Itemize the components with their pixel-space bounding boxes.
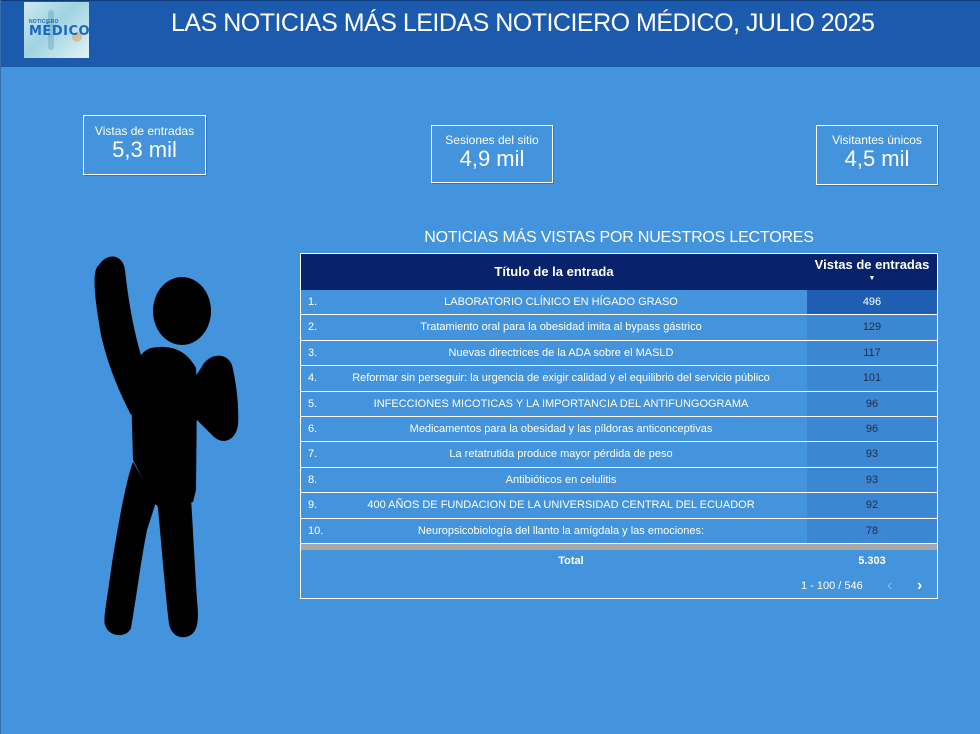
table-row[interactable]: 5. INFECCIONES MICOTICAS Y LA IMPORTANCI… xyxy=(301,391,937,417)
row-title: Reformar sin perseguir: la urgencia de e… xyxy=(352,372,770,385)
chevron-right-icon[interactable]: › xyxy=(917,577,923,594)
row-title: 400 AÑOS DE FUNDACION DE LA UNIVERSIDAD … xyxy=(367,499,755,512)
row-title: Medicamentos para la obesidad y las píld… xyxy=(409,422,713,435)
row-number: 1. xyxy=(308,296,318,308)
top-articles-table: Título de la entrada Vistas de entradas … xyxy=(300,253,938,599)
total-value: 5.303 xyxy=(858,555,886,567)
row-number: 5. xyxy=(308,397,318,410)
table-row[interactable]: 7. La retatrutida produce mayor pérdida … xyxy=(301,442,937,468)
scorecard-visitantes-unicos: Visitantes únicos 4,5 mil xyxy=(816,125,938,185)
row-views: 101 xyxy=(807,366,937,391)
row-number: 6. xyxy=(308,422,318,435)
row-views: 117 xyxy=(807,340,937,365)
scorecard-label: Sesiones del sitio xyxy=(445,133,539,147)
table-row[interactable]: 6. Medicamentos para la obesidad y las p… xyxy=(301,416,937,443)
table-row[interactable]: 3. Nuevas directrices de la ADA sobre el… xyxy=(301,340,937,367)
row-title: Tratamiento oral para la obesidad imita … xyxy=(420,321,702,334)
row-number: 7. xyxy=(308,448,318,461)
row-title: Antibióticos en celulitis xyxy=(505,473,617,486)
logo-background-figure xyxy=(48,10,54,50)
table-row[interactable]: 2. Tratamiento oral para la obesidad imi… xyxy=(301,315,937,341)
scorecard-value: 5,3 mil xyxy=(112,137,177,162)
row-views: 93 xyxy=(807,467,937,492)
table-row[interactable]: 10. Neuropsicobiología del llanto la amí… xyxy=(301,518,937,544)
sort-descending-icon[interactable]: ▼ xyxy=(868,275,876,282)
column-header-views[interactable]: Vistas de entradas xyxy=(814,257,930,272)
row-number: 2. xyxy=(308,321,318,334)
row-views: 78 xyxy=(807,518,937,543)
page-title: LAS NOTICIAS MÁS LEIDAS NOTICIERO MÉDICO… xyxy=(171,9,875,37)
column-header-title[interactable]: Título de la entrada xyxy=(494,264,614,279)
scorecard-value: 4,5 mil xyxy=(844,146,910,171)
table-row[interactable]: 4. Reformar sin perseguir: la urgencia d… xyxy=(301,366,937,392)
row-views: 96 xyxy=(807,416,937,441)
row-title: Neuropsicobiología del llanto la amígdal… xyxy=(417,524,705,537)
row-views: 92 xyxy=(807,493,937,518)
table-row[interactable]: 9. 400 AÑOS DE FUNDACION DE LA UNIVERSID… xyxy=(301,493,937,519)
row-title: Nuevas directrices de la ADA sobre el MA… xyxy=(448,346,674,359)
noticiero-medico-logo: NOTICIERO MÉDICO xyxy=(24,2,89,58)
row-title: LABORATORIO CLÍNICO EN HÍGADO GRASO xyxy=(444,296,678,308)
table-row[interactable]: 8. Antibióticos en celulitis 93 xyxy=(301,467,937,494)
table-body: 1. LABORATORIO CLÍNICO EN HÍGADO GRASO 4… xyxy=(301,290,937,544)
row-number: 8. xyxy=(308,473,318,486)
row-title: INFECCIONES MICOTICAS Y LA IMPORTANCIA D… xyxy=(373,397,749,410)
scorecard-sesiones-del-sitio: Sesiones del sitio 4,9 mil xyxy=(431,125,553,183)
row-number: 3. xyxy=(308,346,318,359)
row-views: 93 xyxy=(807,442,937,467)
horizontal-scrollbar[interactable] xyxy=(301,544,937,550)
scorecard-label: Vistas de entradas xyxy=(94,124,195,138)
total-label: Total xyxy=(558,555,584,567)
pagination: 1 - 100 / 546 ‹ › xyxy=(301,576,937,596)
table-title: NOTICIAS MÁS VISTAS POR NUESTROS LECTORE… xyxy=(424,229,814,246)
scorecard-value: 4,9 mil xyxy=(459,146,525,171)
row-views: 129 xyxy=(807,315,937,340)
logo-accent xyxy=(72,32,82,42)
row-number: 10. xyxy=(308,524,324,537)
header-bar: NOTICIERO MÉDICO LAS NOTICIAS MÁS LEIDAS… xyxy=(1,0,980,67)
logo-big-text: MÉDICO xyxy=(29,24,89,39)
table-row[interactable]: 1. LABORATORIO CLÍNICO EN HÍGADO GRASO 4… xyxy=(301,290,937,316)
pagination-range: 1 - 100 / 546 xyxy=(801,580,863,592)
table-header: Título de la entrada Vistas de entradas … xyxy=(301,254,937,290)
row-number: 4. xyxy=(308,372,318,385)
scorecard-label: Visitantes únicos xyxy=(832,133,922,147)
row-views: 496 xyxy=(807,290,937,314)
chevron-left-icon[interactable]: ‹ xyxy=(887,577,893,594)
row-views: 96 xyxy=(807,391,937,416)
logo-small-text: NOTICIERO xyxy=(29,19,59,25)
scorecard-vistas-de-entradas: Vistas de entradas 5,3 mil xyxy=(83,115,206,175)
person-raising-arm-icon xyxy=(94,256,239,638)
row-title: La retatrutida produce mayor pérdida de … xyxy=(449,448,673,461)
row-number: 9. xyxy=(308,499,318,512)
total-row: Total 5.303 xyxy=(301,552,937,572)
